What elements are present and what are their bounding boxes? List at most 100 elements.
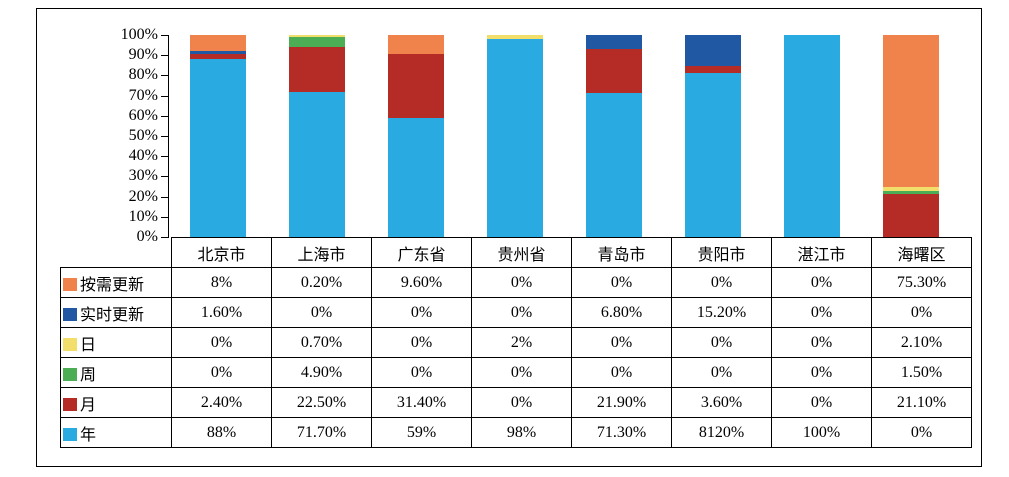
bar-青岛市 (585, 35, 642, 237)
value-cell: 0% (371, 357, 472, 388)
value-cell: 22.50% (271, 387, 372, 418)
table-row-实时更新: 实时更新 1.60% 0% 0% 0% 6.80% 15.20% 0% 0% (60, 297, 972, 328)
value-cell: 4.90% (271, 357, 372, 388)
legend-item-按需更新: 按需更新 (60, 267, 172, 298)
y-tick-mark (161, 55, 168, 57)
value-cell: 31.40% (371, 387, 472, 418)
y-tick-mark (161, 35, 168, 36)
y-tick-mark (161, 237, 168, 238)
legend-label: 日 (80, 336, 97, 354)
legend-item-日: 日 (60, 327, 172, 358)
value-cell: 75.30% (871, 267, 972, 298)
y-tick-label: 100% (120, 26, 158, 43)
value-cell: 0% (671, 327, 772, 358)
y-tick-label: 0% (136, 228, 158, 245)
legend-item-实时更新: 实时更新 (60, 297, 172, 328)
bar-湛江市 (783, 35, 840, 237)
bar-segment-年 (684, 72, 741, 237)
value-cell: 2.10% (871, 327, 972, 358)
y-tick-label: 50% (128, 127, 158, 144)
y-tick-mark (161, 216, 168, 218)
legend-swatch-按需更新 (63, 277, 77, 291)
bar-segment-年 (288, 92, 345, 237)
value-cell: 6.80% (571, 297, 672, 328)
value-cell: 0% (771, 327, 872, 358)
bar-贵阳市 (684, 35, 741, 237)
value-cell: 0% (571, 327, 672, 358)
table-row-按需更新: 按需更新 8% 0.20% 9.60% 0% 0% 0% 0% 75.30% (60, 267, 972, 298)
legend-label: 实时更新 (80, 306, 145, 324)
y-tick-mark (161, 196, 168, 198)
value-cell: 0% (771, 267, 872, 298)
figure-border (36, 8, 982, 467)
bar-广东省 (387, 35, 444, 237)
value-cell: 0% (671, 267, 772, 298)
value-cell: 98% (471, 417, 572, 448)
y-tick-mark (161, 115, 168, 117)
category-label: 北京市 (171, 237, 272, 268)
bar-segment-年 (585, 92, 642, 237)
value-cell: 0% (471, 357, 572, 388)
legend-label: 月 (80, 396, 97, 414)
value-cell: 71.70% (271, 417, 372, 448)
legend-swatch-实时更新 (63, 307, 77, 321)
category-label: 广东省 (371, 237, 472, 268)
value-cell: 0.20% (271, 267, 372, 298)
y-tick-label: 60% (128, 106, 158, 124)
y-tick-label: 20% (128, 187, 158, 205)
bar-海曙区 (882, 35, 939, 237)
value-cell: 9.60% (371, 267, 472, 298)
value-cell: 15.20% (671, 297, 772, 328)
bar-segment-按需更新 (882, 35, 939, 188)
bar-segment-月 (387, 54, 444, 118)
legend-swatch-周 (63, 367, 77, 381)
y-tick-mark (161, 95, 168, 97)
category-label: 湛江市 (771, 237, 872, 268)
value-cell: 8120% (671, 417, 772, 448)
table-row-年: 年 88% 71.70% 59% 98% 71.30% 8120% 100% 0% (60, 417, 972, 448)
legend-swatch-月 (63, 397, 77, 411)
y-tick-label: 40% (128, 147, 158, 165)
y-tick-mark (161, 75, 168, 77)
category-header-row: 北京市 上海市 广东省 贵州省 青岛市 贵阳市 湛江市 海曙区 (61, 237, 972, 268)
value-cell: 21.10% (871, 387, 972, 418)
bar-segment-实时更新 (585, 35, 642, 49)
bar-segment-月 (288, 46, 345, 93)
category-label: 上海市 (271, 237, 372, 268)
y-tick-mark (161, 176, 168, 178)
table-corner-cell (61, 238, 172, 268)
category-label: 贵阳市 (671, 237, 772, 268)
bar-segment-年 (486, 39, 543, 237)
value-cell: 0% (771, 357, 872, 388)
value-cell: 21.90% (571, 387, 672, 418)
category-label: 贵州省 (471, 237, 572, 268)
table-row-月: 月 2.40% 22.50% 31.40% 0% 21.90% 3.60% 0% 21.10% (60, 387, 972, 418)
data-table: 北京市 上海市 广东省 贵州省 青岛市 贵阳市 湛江市 海曙区 按需更新 8% 0.20% 9.60%… (60, 237, 972, 448)
value-cell: 1.60% (171, 297, 272, 328)
bar-segment-日 (288, 35, 345, 37)
value-cell: 0% (571, 267, 672, 298)
bar-贵州省 (486, 35, 543, 237)
y-tick-label: 70% (128, 86, 158, 104)
value-cell: 8% (171, 267, 272, 298)
bar-segment-周 (882, 191, 939, 195)
value-cell: 3.60% (671, 387, 772, 418)
value-cell: 0% (771, 387, 872, 418)
table-row-日: 日 0% 0.70% 0% 2% 0% 0% 0% 2.10% (60, 327, 972, 358)
value-cell: 100% (771, 417, 872, 448)
value-cell: 88% (171, 417, 272, 448)
bar-segment-日 (486, 35, 543, 40)
bar-segment-月 (684, 65, 741, 73)
bar-segment-月 (189, 54, 246, 60)
y-tick-label: 30% (128, 167, 158, 185)
legend-label: 周 (80, 366, 97, 384)
legend-item-周: 周 (60, 357, 172, 388)
bar-北京市 (189, 35, 246, 237)
legend-label: 年 (80, 426, 97, 444)
value-cell: 0% (371, 327, 472, 358)
value-cell: 0% (571, 357, 672, 388)
legend-item-月: 月 (60, 387, 172, 418)
bar-segment-月 (585, 48, 642, 93)
value-cell: 0% (471, 297, 572, 328)
bar-segment-实时更新 (189, 51, 246, 55)
